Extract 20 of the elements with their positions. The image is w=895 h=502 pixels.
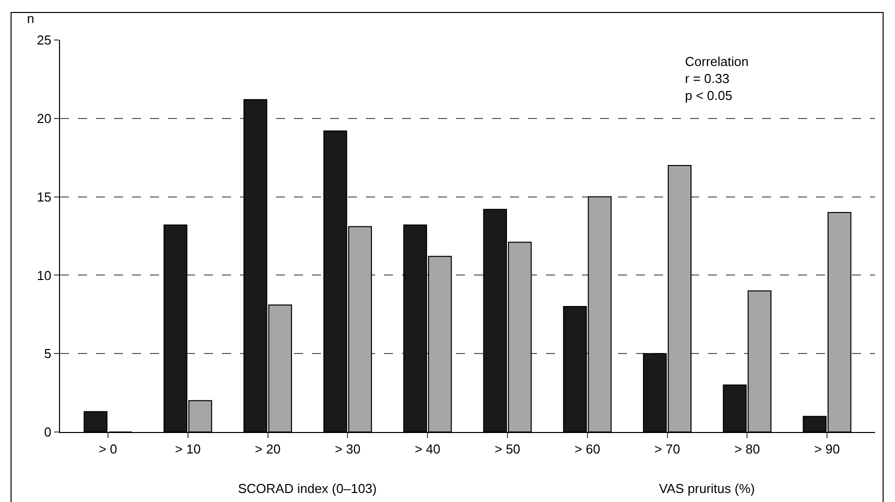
x-tick-label: > 80 xyxy=(734,442,760,457)
text: SCORAD index (0–103) xyxy=(238,481,377,496)
x-tick-label: > 90 xyxy=(814,442,840,457)
y-tick-label: 20 xyxy=(36,110,52,126)
y-tick-label: 0 xyxy=(44,424,52,440)
x-tick-label: > 60 xyxy=(574,442,600,457)
x-tick-label: > 10 xyxy=(175,442,201,457)
x-tick-label: > 50 xyxy=(494,442,520,457)
y-tick-label: 10 xyxy=(36,268,52,283)
text: VAS pruritus (%) xyxy=(659,481,755,496)
x-tick-label: > 0 xyxy=(98,442,118,457)
x-tick-label: > 70 xyxy=(654,442,680,457)
y-axis-title: n xyxy=(27,11,34,26)
x-tick-label: > 30 xyxy=(334,442,360,457)
y-tick-label: 15 xyxy=(36,189,52,204)
y-tick-label: 5 xyxy=(44,346,52,362)
x-tick-label: > 20 xyxy=(254,442,281,457)
x-tick-label: > 40 xyxy=(414,442,440,457)
y-tick-label: 25 xyxy=(36,32,52,48)
annotation: Correlation r = 0.33 p < 0.05 xyxy=(685,54,749,103)
